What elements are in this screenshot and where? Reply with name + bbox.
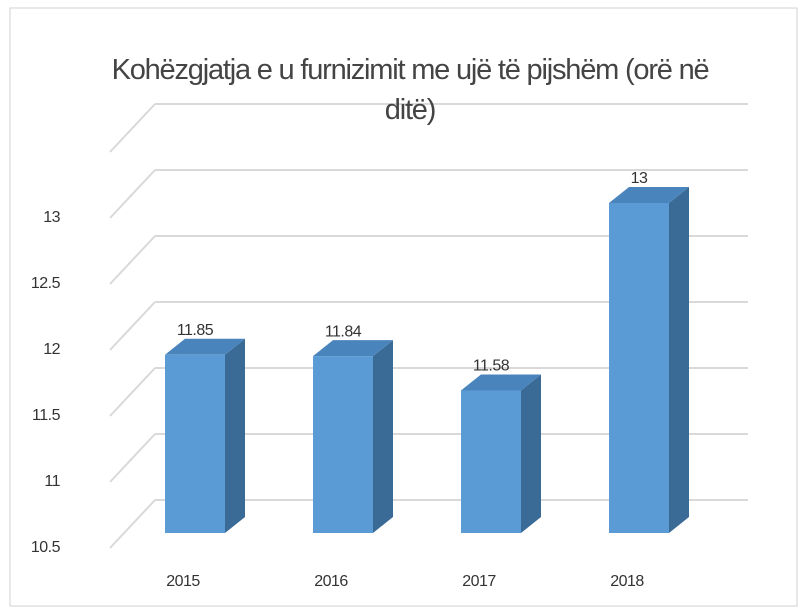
frame [9, 7, 798, 607]
grid-line [109, 103, 156, 153]
grid-line [109, 235, 156, 285]
grid-line [109, 499, 156, 549]
bar-side [373, 340, 393, 533]
y-tick-label: 12 [43, 341, 60, 358]
y-tick-label: 11.5 [32, 407, 61, 424]
bar-top [609, 187, 689, 203]
data-label: 11.58 [473, 358, 510, 375]
y-tick-label: 12.5 [31, 275, 61, 292]
x-tick-label: 2018 [610, 573, 644, 590]
y-tick-label: 11 [44, 473, 60, 490]
bar-side [521, 374, 541, 533]
bar [165, 354, 225, 533]
bar [609, 203, 669, 533]
bar-top [461, 374, 541, 391]
bar-side [225, 338, 245, 533]
bar-side [669, 187, 689, 533]
bar [461, 390, 521, 533]
y-tick-label: 13 [43, 209, 60, 226]
grid-line [109, 169, 156, 219]
x-tick-label: 2015 [166, 573, 200, 590]
data-label: 13 [631, 170, 648, 187]
x-tick-label: 2016 [314, 573, 348, 590]
grid-line [109, 433, 156, 483]
y-tick-label: 10.5 [31, 539, 61, 556]
grid-line [109, 301, 156, 351]
grid-line [109, 367, 156, 417]
data-label: 11.85 [177, 322, 214, 339]
x-tick-label: 2017 [462, 573, 496, 590]
bar-top [165, 338, 245, 355]
chart-title: Kohëzgjatja e u furnizimit me ujë të pij… [111, 54, 710, 126]
bar-top [313, 340, 393, 357]
data-label: 11.84 [325, 323, 362, 340]
bar [313, 356, 373, 533]
